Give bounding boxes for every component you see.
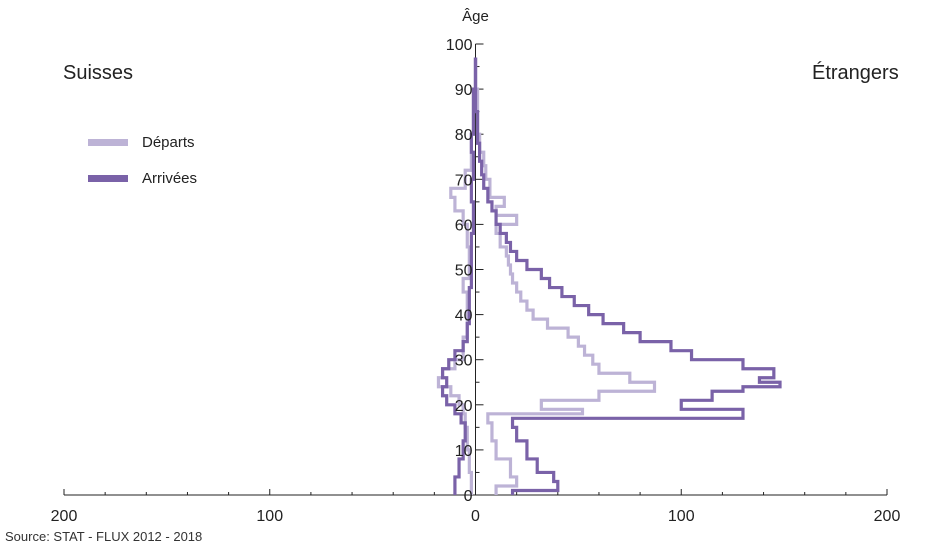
y-tick-label: 90 bbox=[455, 82, 473, 99]
y-tick-label: 10 bbox=[455, 443, 473, 460]
legend-swatch-departs bbox=[88, 138, 128, 146]
y-tick-label: 30 bbox=[455, 353, 473, 370]
y-tick-label: 50 bbox=[455, 263, 473, 280]
axis-labels: 200 100 0 100 200 0 10 20 30 40 50 60 70 80 90 100 Âge bbox=[51, 8, 901, 525]
y-tick-label: 0 bbox=[464, 488, 473, 505]
left-title-suisses: Suisses bbox=[63, 62, 134, 84]
x-tick-label: 200 bbox=[874, 508, 901, 525]
series-line-arrivees-etrangers bbox=[473, 57, 782, 495]
legend-label-arrivees: Arrivées bbox=[142, 169, 198, 187]
legend-item-arrivees: Arrivées bbox=[88, 168, 197, 188]
legend-swatch-arrivees bbox=[88, 174, 128, 182]
y-tick-label: 40 bbox=[455, 308, 473, 325]
right-title-etrangers: Étrangers bbox=[812, 62, 899, 84]
y-tick-label: 20 bbox=[455, 398, 473, 415]
legend-item-departs: Départs bbox=[88, 132, 197, 152]
x-tick-label: 200 bbox=[51, 508, 78, 525]
legend: Départs Arrivées bbox=[88, 132, 197, 204]
y-axis-title: Âge bbox=[462, 8, 489, 25]
y-tick-label: 60 bbox=[455, 217, 473, 234]
y-tick-label: 80 bbox=[455, 127, 473, 144]
y-tick-label: 70 bbox=[455, 172, 473, 189]
x-tick-label: 100 bbox=[256, 508, 283, 525]
y-tick-label: 100 bbox=[446, 37, 473, 54]
series-line-departs-etrangers bbox=[473, 57, 657, 495]
source-note: Source: STAT - FLUX 2012 - 2018 bbox=[5, 529, 203, 544]
x-tick-label: 0 bbox=[471, 508, 480, 525]
x-tick-label: 100 bbox=[668, 508, 695, 525]
series-layer bbox=[436, 57, 782, 495]
legend-label-departs: Départs bbox=[142, 133, 195, 151]
series-line-arrivees-suisses bbox=[440, 57, 478, 495]
